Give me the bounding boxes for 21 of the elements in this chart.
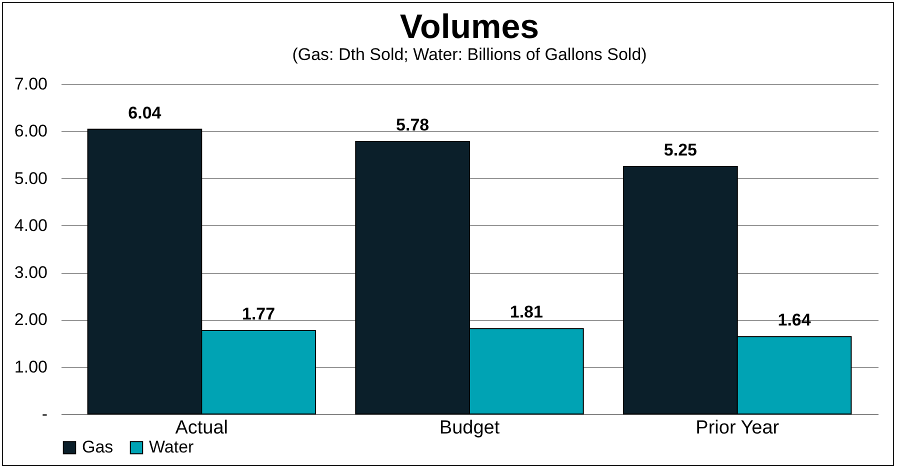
x-tick-label: Actual	[175, 418, 228, 438]
chart-title: Volumes	[400, 8, 540, 46]
chart-subtitle: (Gas: Dth Sold; Water: Billions of Gallons Sold)	[292, 45, 647, 64]
data-label: 5.25	[664, 140, 697, 160]
x-tick-label: Prior Year	[696, 418, 780, 438]
y-tick-label: 1.00	[14, 357, 48, 376]
y-tick-label: 3.00	[14, 263, 48, 282]
y-tick-label: 6.00	[14, 122, 48, 141]
y-tick-label: 2.00	[14, 310, 48, 330]
data-label: 6.04	[128, 103, 162, 122]
data-label: 1.64	[778, 310, 812, 330]
data-label: 1.81	[510, 302, 543, 322]
y-tick-label: 4.00	[14, 216, 48, 235]
data-label: 1.77	[242, 304, 276, 324]
y-tick-label: 7.00	[14, 74, 48, 94]
x-tick-label: Budget	[439, 418, 500, 438]
data-label: 5.78	[396, 116, 430, 135]
y-tick-label: -	[42, 404, 48, 424]
legend-label: Water	[149, 438, 194, 457]
legend-label: Gas	[82, 438, 114, 457]
y-tick-label: 5.00	[14, 168, 48, 188]
